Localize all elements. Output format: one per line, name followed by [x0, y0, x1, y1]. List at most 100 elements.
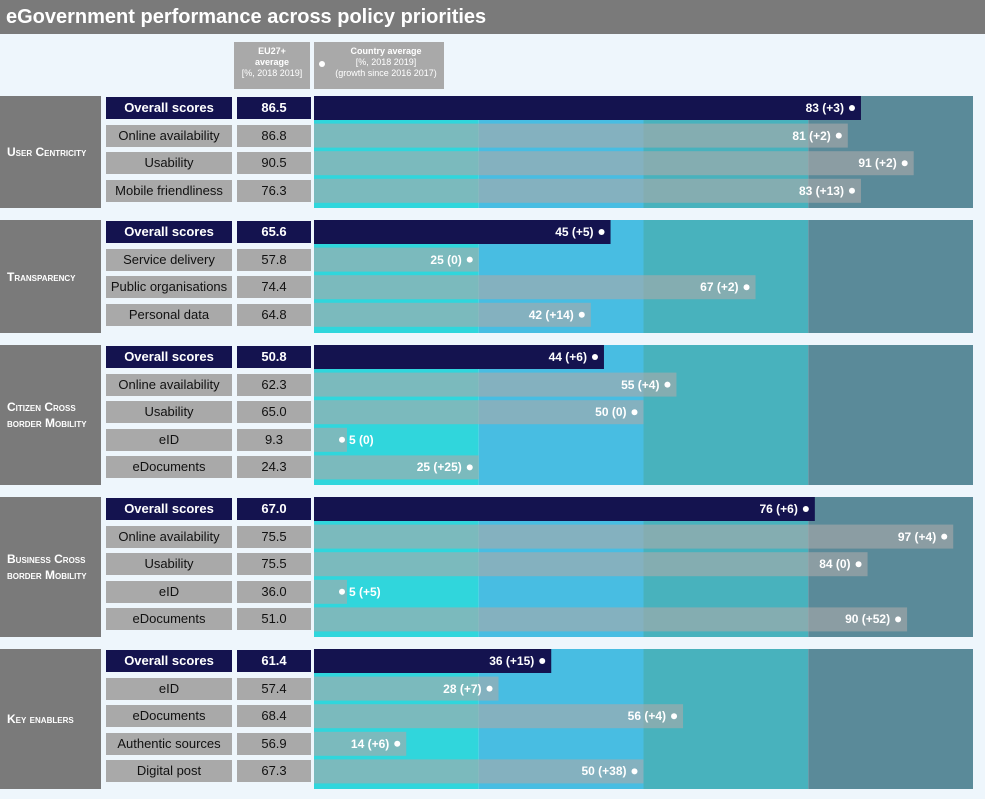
group-separator: [0, 485, 985, 497]
value-marker-dot: [339, 588, 345, 595]
eu-average-value: 62.3: [237, 373, 311, 396]
indicator-label: eID: [106, 677, 232, 700]
indicator-label: Public organisations: [106, 276, 232, 299]
group-label: User Centricity: [0, 96, 101, 208]
overall-score-bar: [314, 345, 604, 369]
indicator-bar: [314, 123, 848, 148]
eu-average-value: 64.8: [237, 303, 311, 326]
indicator-bar: [314, 151, 914, 176]
indicator-label: eDocuments: [106, 456, 232, 479]
eu-average-value: 74.4: [237, 276, 311, 299]
eu-average-value: 65.6: [237, 221, 311, 243]
indicator-bar: [314, 552, 868, 577]
value-marker-dot: [671, 713, 678, 720]
bar-value-label: 50 (0): [595, 405, 627, 420]
value-marker-dot: [339, 436, 345, 443]
value-marker-dot: [802, 506, 809, 512]
overall-score-label: Overall scores: [106, 650, 232, 672]
indicator-label: Online availability: [106, 525, 232, 548]
indicator-label: Service delivery: [106, 248, 232, 271]
bar-value-label: 90 (+52): [845, 612, 891, 627]
indicator-label: Digital post: [106, 760, 232, 783]
eu-average-value: 24.3: [237, 456, 311, 479]
value-marker-dot: [486, 685, 493, 692]
indicator-bar: [314, 275, 756, 300]
value-marker-dot: [598, 229, 605, 235]
bar-value-label: 25 (0): [430, 252, 462, 267]
legend-eu-line-2: average: [254, 57, 290, 67]
bar-value-label: 55 (+4): [621, 377, 660, 392]
bar-value-label: 5 (+5): [349, 584, 381, 599]
overall-score-label: Overall scores: [106, 498, 232, 520]
indicator-label: eID: [106, 428, 232, 451]
eu-average-value: 56.9: [237, 732, 311, 755]
indicator-bar: [314, 372, 677, 397]
group-separator: [0, 333, 985, 345]
value-marker-dot: [466, 464, 473, 471]
bar-value-label: 5 (0): [349, 432, 374, 447]
value-marker-dot: [539, 658, 546, 664]
eu-average-value: 51.0: [237, 608, 311, 631]
indicator-label: Online availability: [106, 124, 232, 147]
overall-score-bar: [314, 649, 552, 673]
bar-value-label: 76 (+6): [759, 502, 798, 516]
indicator-bar: [314, 302, 591, 327]
legend-eu-line-3: [%, 2018 2019]: [241, 68, 303, 78]
legend-country-line-2: [%, 2018 2019]: [355, 57, 417, 67]
value-marker-dot: [394, 740, 401, 747]
indicator-label: Online availability: [106, 373, 232, 396]
indicator-bar: [314, 759, 644, 784]
overall-score-label: Overall scores: [106, 97, 232, 119]
group-separator: [0, 208, 985, 220]
legend-country-line-1: Country average: [350, 46, 422, 56]
indicator-label: eDocuments: [106, 608, 232, 631]
value-marker-dot: [848, 105, 855, 111]
indicator-bar: [314, 400, 644, 425]
eu-average-value: 86.5: [237, 97, 311, 119]
overall-score-bar: [314, 96, 861, 120]
legend-country-line-3: (growth since 2016 2017): [335, 68, 437, 78]
eu-average-value: 67.3: [237, 760, 311, 783]
indicator-label: eDocuments: [106, 705, 232, 728]
eu-average-value: 90.5: [237, 152, 311, 175]
group-label: Business Cross border Mobility: [0, 497, 101, 637]
value-marker-dot: [855, 561, 862, 568]
indicator-label: Usability: [106, 401, 232, 424]
indicator-label: Usability: [106, 152, 232, 175]
value-marker-dot: [835, 132, 842, 139]
group-label: Key enablers: [0, 649, 101, 789]
bar-value-label: 56 (+4): [627, 709, 667, 724]
eu-average-value: 76.3: [237, 179, 311, 202]
value-marker-dot: [895, 616, 902, 623]
value-marker-dot: [901, 160, 908, 167]
indicator-bar: [314, 676, 499, 701]
indicator-label: eID: [106, 580, 232, 603]
indicator-label: Mobile friendliness: [106, 179, 232, 202]
value-marker-dot: [631, 409, 638, 416]
bar-value-label: 83 (+13): [798, 183, 844, 198]
indicator-bar: [314, 607, 908, 632]
bar-value-label: 44 (+6): [548, 350, 587, 364]
eu-average-value: 9.3: [237, 428, 311, 451]
legend-eu-average: EU27+ average [%, 2018 2019]: [234, 42, 310, 89]
indicator-bar: [314, 247, 479, 272]
bar-value-label: 91 (+2): [858, 156, 897, 171]
value-marker-dot: [466, 256, 473, 263]
eu-average-value: 61.4: [237, 650, 311, 672]
eu-average-value: 68.4: [237, 705, 311, 728]
overall-score-label: Overall scores: [106, 346, 232, 368]
indicator-bar: [314, 524, 954, 549]
eu-average-value: 65.0: [237, 401, 311, 424]
group-label: Citizen Cross border Mobility: [0, 345, 101, 485]
overall-score-label: Overall scores: [106, 221, 232, 243]
eu-average-value: 57.8: [237, 248, 311, 271]
bar-value-label: 45 (+5): [555, 225, 594, 239]
indicator-bar: [314, 704, 684, 729]
bar-value-label: 67 (+2): [700, 280, 739, 295]
eu-average-value: 75.5: [237, 553, 311, 576]
legend-country-average: Country average [%, 2018 2019] (growth s…: [314, 42, 444, 89]
chart-title: eGovernment performance across policy pr…: [0, 0, 985, 34]
value-marker-dot: [941, 533, 948, 540]
value-marker-dot: [631, 768, 638, 775]
